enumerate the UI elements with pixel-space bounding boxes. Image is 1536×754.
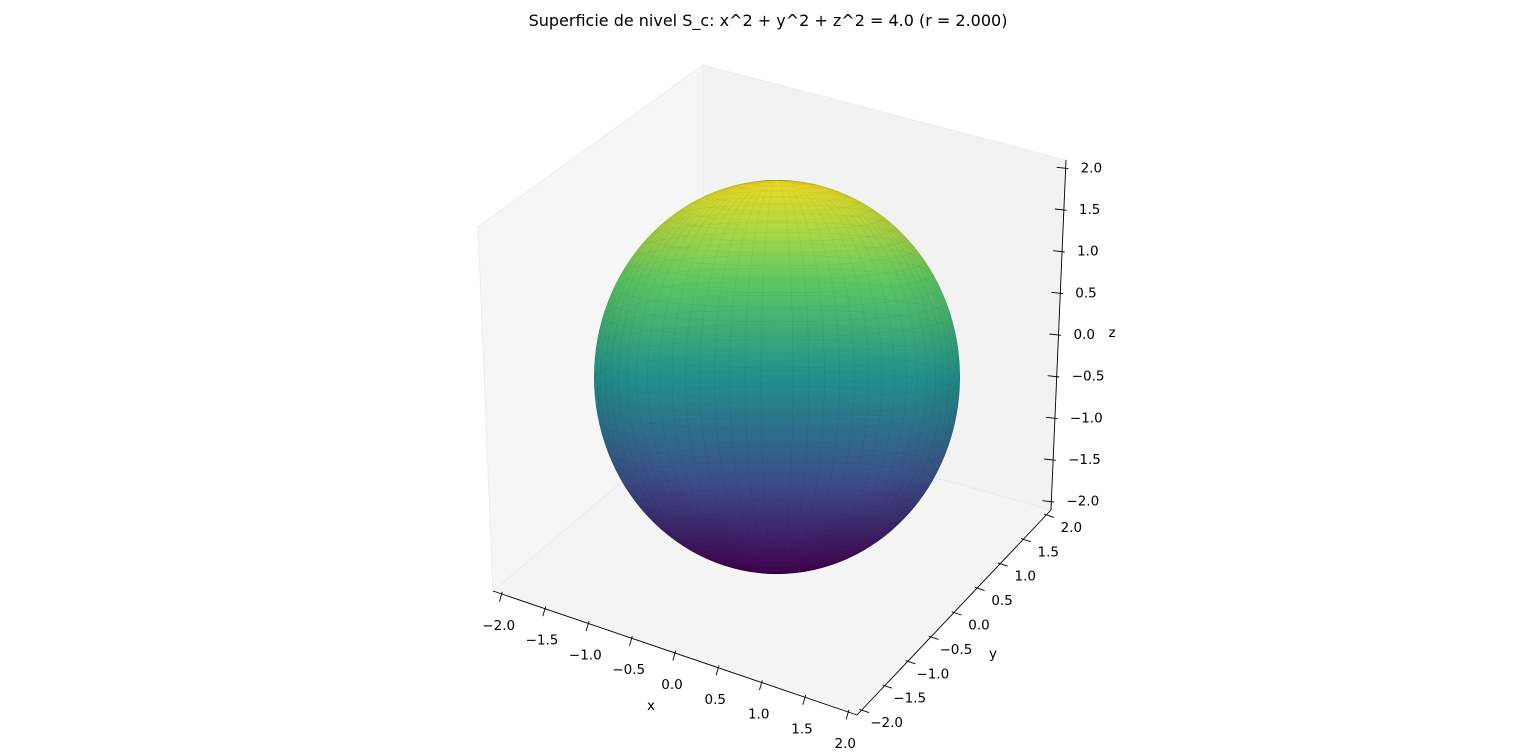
x-axis-tick-label: −1.5 [526,633,559,649]
z-axis-tick [1053,250,1065,253]
x-axis-tick [715,665,720,676]
x-axis-tick-label: −1.0 [569,648,602,664]
sphere-surface [594,180,960,574]
x-axis-tick-label: 1.5 [791,721,812,737]
z-axis-tick [1042,500,1055,503]
chart-title: Superficie de nivel S_c: x^2 + y^2 + z^2… [528,11,1008,30]
y-axis-tick-label: −2.0 [870,715,903,731]
y-axis-tick [997,562,1008,567]
z-axis-tick-label: −1.5 [1068,452,1101,468]
y-axis-tick-label: 1.0 [1014,569,1035,585]
y-axis-tick [882,684,893,689]
x-axis-tick [629,635,633,646]
z-axis-tick [1044,458,1056,461]
x-axis-tick [499,591,503,602]
z-axis-tick [1047,375,1060,378]
y-axis-tick [1043,513,1055,518]
y-axis-tick-label: −1.5 [893,691,926,707]
z-axis-tick-label: −1.0 [1070,410,1103,426]
y-axis-tick [928,635,939,640]
x-axis-tick-label: −0.5 [612,662,645,678]
y-axis-tick-label: 1.5 [1038,544,1059,560]
z-axis-tick [1049,333,1062,336]
z-axis-tick [1045,416,1058,420]
x-axis: −2.0 −1.5 −1.0 −0.5 0.0 0.5 1.0 1.5 2.0 x [482,590,858,752]
x-axis-tick [845,709,850,720]
z-axis-tick-label: −2.0 [1066,494,1099,510]
y-axis-tick-label: 0.0 [968,618,989,634]
y-axis-tick [1020,538,1031,543]
z-axis: −2.0 −1.5 −1.0 −0.5 0.0 0.5 1.0 1.5 2.0 z [1042,159,1116,511]
y-axis-label: y [989,646,997,662]
x-axis-tick-label: 1.0 [748,707,769,723]
x-axis-tick [672,650,677,661]
y-axis-tick-label: −1.0 [916,666,949,682]
z-axis-tick-label: 1.0 [1077,244,1098,260]
z-axis-tick-label: 0.5 [1075,285,1096,301]
z-axis-tick [1054,208,1067,211]
z-axis-tick-label: 2.0 [1081,160,1102,176]
y-axis-tick-label: 0.5 [991,593,1012,609]
y-axis-tick [951,611,962,616]
z-axis-tick [1056,166,1069,170]
y-axis-tick-label: 2.0 [1061,520,1082,536]
z-axis-tick-label: 0.0 [1074,327,1095,343]
x-axis-tick [759,680,763,691]
z-axis-tick [1051,291,1064,295]
x-axis-label: x [647,698,655,714]
x-axis-tick [585,621,590,632]
x-axis-tick-label: 2.0 [835,736,856,752]
z-axis-tick-label: 1.5 [1079,202,1100,218]
y-axis-tick [859,708,870,714]
sphere-shading [594,180,960,574]
x-axis-tick [542,606,547,617]
x-axis-tick-label: 0.5 [705,692,726,708]
y-axis: −2.0 −1.5 −1.0 −0.5 0.00.51.01.52.0 y [856,509,1082,731]
y-axis-tick [974,586,985,592]
y-axis-tick-label: −0.5 [940,642,973,658]
x-axis-tick-label: −2.0 [482,618,515,634]
z-axis-tick-label: −0.5 [1072,369,1105,385]
y-axis-tick [905,660,916,665]
z-axis-label: z [1108,325,1115,341]
x-axis-tick [802,694,807,705]
x-axis-tick-label: 0.0 [661,677,682,693]
